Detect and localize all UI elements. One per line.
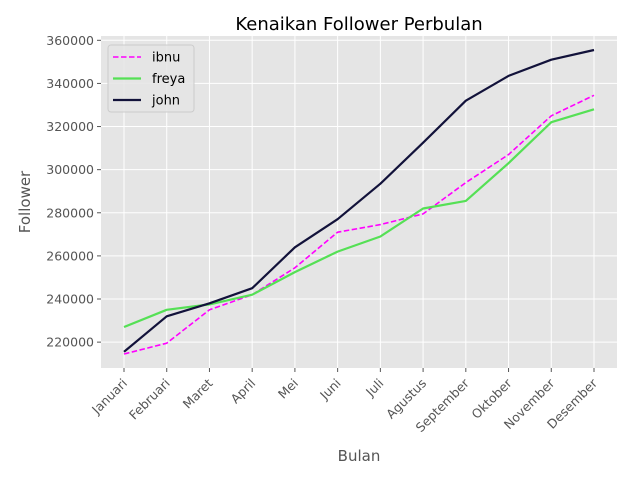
y-axis-ticks: 220000 240000 260000 280000 300000 320000 3400… [46, 33, 101, 350]
series-layer [123, 48, 595, 355]
y-tick-label: 340000 [46, 76, 94, 91]
legend-box [107, 44, 195, 113]
y-tick-label: 360000 [46, 33, 94, 48]
x-tick-label: April [227, 376, 258, 407]
x-tick-label: Mei [275, 376, 301, 402]
x-tick-label: Februari [126, 376, 173, 423]
legend: ibnu freya john [107, 44, 195, 113]
y-tick-label: 320000 [46, 119, 94, 134]
legend-label-freya: freya [152, 72, 185, 87]
series-line-ibnu [123, 94, 595, 355]
y-tick-label: 280000 [46, 205, 94, 220]
grid-lines [101, 36, 617, 368]
x-tick-label: Maret [180, 375, 216, 411]
x-tick-label: Januari [88, 376, 130, 418]
chart-title: Kenaikan Follower Perbulan [235, 14, 482, 35]
x-axis-label: Bulan [338, 447, 381, 465]
x-tick-label: Juni [316, 376, 344, 404]
y-tick-label: 240000 [46, 292, 94, 307]
series-line-john [123, 48, 595, 353]
x-tick-label: Juli [362, 376, 386, 400]
legend-label-john: john [151, 94, 180, 109]
y-tick-label: 220000 [46, 335, 94, 350]
y-axis-label: Follower [16, 170, 34, 233]
y-tick-label: 300000 [46, 162, 94, 177]
legend-label-ibnu: ibnu [152, 51, 180, 66]
y-tick-label: 260000 [46, 248, 94, 263]
